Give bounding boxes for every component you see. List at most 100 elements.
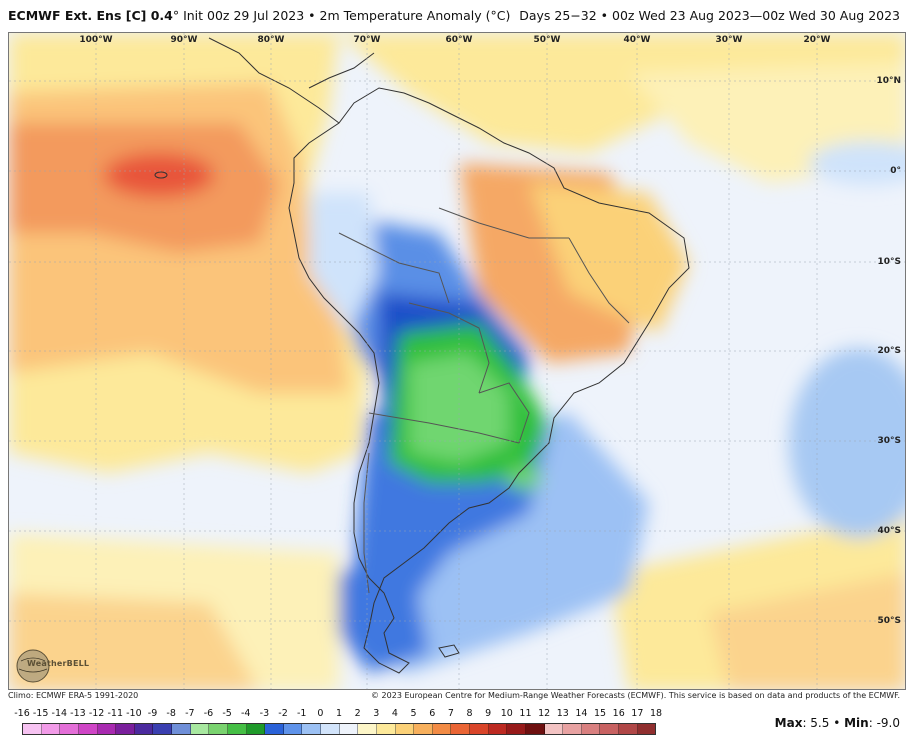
brazil-states-border xyxy=(568,237,630,324)
uruguay-green xyxy=(506,466,542,490)
color-scale-label: 10 xyxy=(500,708,513,719)
color-scale-label: 3 xyxy=(373,708,380,719)
color-scale-label: 0 xyxy=(317,708,324,719)
northeast-brazil-warm xyxy=(529,183,689,333)
color-scale-label: -3 xyxy=(259,708,270,719)
color-scale-label: -1 xyxy=(296,708,307,719)
valid-period: Days 25−32 • 00z Wed 23 Aug 2023—00z Wed… xyxy=(519,8,900,23)
color-scale-labels: -16 -15 -14 -13 -12 -11 -10 -9 -8 -7 -6 -5 -4 -3 -2 -1 0… xyxy=(14,708,662,722)
color-swatch xyxy=(246,724,266,734)
color-scale-label: 7 xyxy=(447,708,454,719)
color-swatch xyxy=(432,724,452,734)
color-scale-label: -4 xyxy=(241,708,251,719)
color-swatch xyxy=(395,724,415,734)
color-swatch xyxy=(544,724,564,734)
caribbean-warm xyxy=(339,33,905,153)
init-and-variable: ° Init 00z 29 Jul 2023 • 2m Temperature … xyxy=(172,8,511,23)
color-swatch xyxy=(321,724,340,734)
lat-label-50s: 50°S xyxy=(877,616,901,626)
atlantic-cool-patch-north xyxy=(809,141,905,185)
map-panel: 100°W 90°W 80°W 70°W 60°W 50°W 40°W 30°W… xyxy=(8,32,906,690)
far-south-atlantic-warm xyxy=(709,573,905,689)
lat-label-10n: 10°N xyxy=(876,76,901,86)
model-name: ECMWF Ext. Ens [C] 0.4 xyxy=(8,8,173,23)
color-swatch xyxy=(190,724,210,734)
color-swatch xyxy=(97,724,117,734)
galapagos xyxy=(154,171,168,179)
color-scale-label: -8 xyxy=(166,708,176,719)
color-swatch xyxy=(78,724,98,734)
color-swatch xyxy=(600,724,619,734)
color-swatch xyxy=(116,724,135,734)
southwest-pacific-warm xyxy=(9,593,258,689)
lon-label-70w: 70°W xyxy=(353,35,381,45)
color-swatch xyxy=(283,724,303,734)
color-scale-label: 1 xyxy=(335,708,343,719)
map-title: ECMWF Ext. Ens [C] 0.4° Init 00z 29 Jul … xyxy=(8,0,510,32)
andes-cool xyxy=(309,193,379,333)
color-scale-swatches xyxy=(22,723,656,735)
caribbean-coastline xyxy=(308,52,375,89)
chile-border xyxy=(363,452,370,594)
max-min-stats: Max: 5.5 • Min: -9.0 xyxy=(775,716,900,730)
lon-label-100w: 100°W xyxy=(79,35,113,45)
color-scale-label: 15 xyxy=(594,708,607,719)
color-scale-label: 9 xyxy=(485,708,492,719)
color-scale-label: -9 xyxy=(147,708,158,719)
climo-note: Climo: ECMWF ERA-5 1991-2020 xyxy=(8,691,139,700)
color-swatch xyxy=(525,724,545,734)
anomaly-map xyxy=(9,33,905,689)
color-scale-label: 13 xyxy=(556,708,569,719)
color-scale-label: 16 xyxy=(612,708,625,719)
color-scale-label: 12 xyxy=(538,708,551,719)
color-swatch xyxy=(302,724,321,734)
lat-label-0: 0° xyxy=(890,166,901,176)
brazil-interior-border xyxy=(438,207,569,239)
color-scale-label: 14 xyxy=(575,708,588,719)
max-label: Max xyxy=(774,716,803,730)
peru-border xyxy=(338,232,450,304)
min-label: Min xyxy=(844,716,869,730)
color-swatch xyxy=(227,724,247,734)
color-swatch xyxy=(488,724,508,734)
color-scale-label: -15 xyxy=(32,708,49,719)
color-swatch xyxy=(563,724,582,734)
paraguay-border xyxy=(478,382,530,444)
color-scale-label: 5 xyxy=(410,708,417,719)
color-scale-label: 2 xyxy=(354,708,361,719)
color-swatch xyxy=(470,724,489,734)
color-swatch xyxy=(339,724,359,734)
copyright-note: © 2023 European Centre for Medium-Range … xyxy=(371,691,900,700)
lon-label-90w: 90°W xyxy=(170,35,198,45)
central-america-coastline xyxy=(208,37,340,124)
coastlines xyxy=(154,37,690,674)
color-swatch xyxy=(265,724,284,734)
color-swatch xyxy=(134,724,154,734)
patagonia-cold xyxy=(339,553,429,673)
color-scale: -16 -15 -14 -13 -12 -11 -10 -9 -8 -7 -6 -5 -4 -3 -2 -1 0… xyxy=(14,708,662,740)
color-swatch xyxy=(60,724,79,734)
color-swatch xyxy=(581,724,601,734)
color-swatch xyxy=(637,724,656,734)
color-scale-label: -10 xyxy=(126,708,142,719)
color-swatch xyxy=(507,724,526,734)
color-swatch xyxy=(376,724,396,734)
lon-label-40w: 40°W xyxy=(623,35,651,45)
lon-label-50w: 50°W xyxy=(533,35,561,45)
min-value: : -9.0 xyxy=(868,716,900,730)
color-swatch xyxy=(209,724,228,734)
color-scale-label: -16 xyxy=(14,708,30,719)
south-america-coastline xyxy=(288,87,690,674)
argentina-border xyxy=(368,412,520,444)
color-scale-label: -5 xyxy=(222,708,232,719)
color-scale-label: -14 xyxy=(51,708,68,719)
lon-label-80w: 80°W xyxy=(257,35,285,45)
lat-label-40s: 40°S xyxy=(877,526,901,536)
color-scale-label: -11 xyxy=(107,708,123,719)
color-swatch xyxy=(23,724,42,734)
color-scale-label: -12 xyxy=(88,708,105,719)
weatherbell-logo: WeatherBELL xyxy=(13,645,99,687)
stats-separator: • xyxy=(829,716,845,730)
lon-label-30w: 30°W xyxy=(715,35,743,45)
atlantic-cool-patch-east xyxy=(789,348,905,538)
